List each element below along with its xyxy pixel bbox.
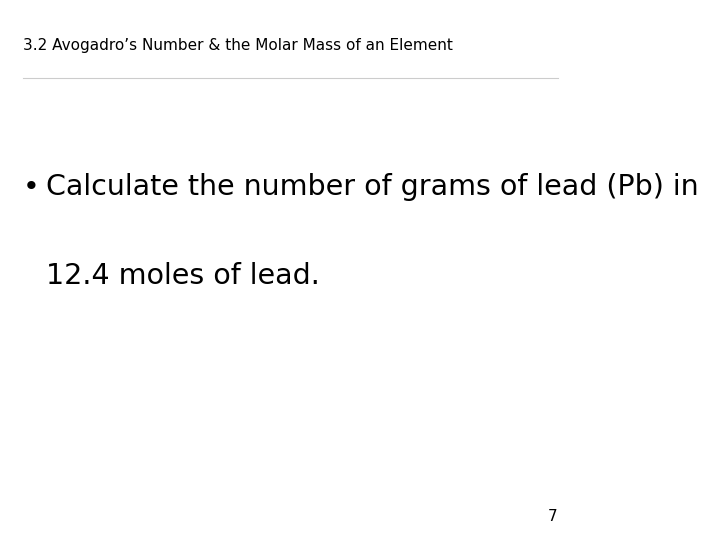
Text: Calculate the number of grams of lead (Pb) in: Calculate the number of grams of lead (P… [47,173,699,201]
Text: 3.2 Avogadro’s Number & the Molar Mass of an Element: 3.2 Avogadro’s Number & the Molar Mass o… [23,38,453,53]
Text: •: • [23,173,40,201]
Text: 7: 7 [548,509,557,524]
Text: 12.4 moles of lead.: 12.4 moles of lead. [47,262,320,290]
